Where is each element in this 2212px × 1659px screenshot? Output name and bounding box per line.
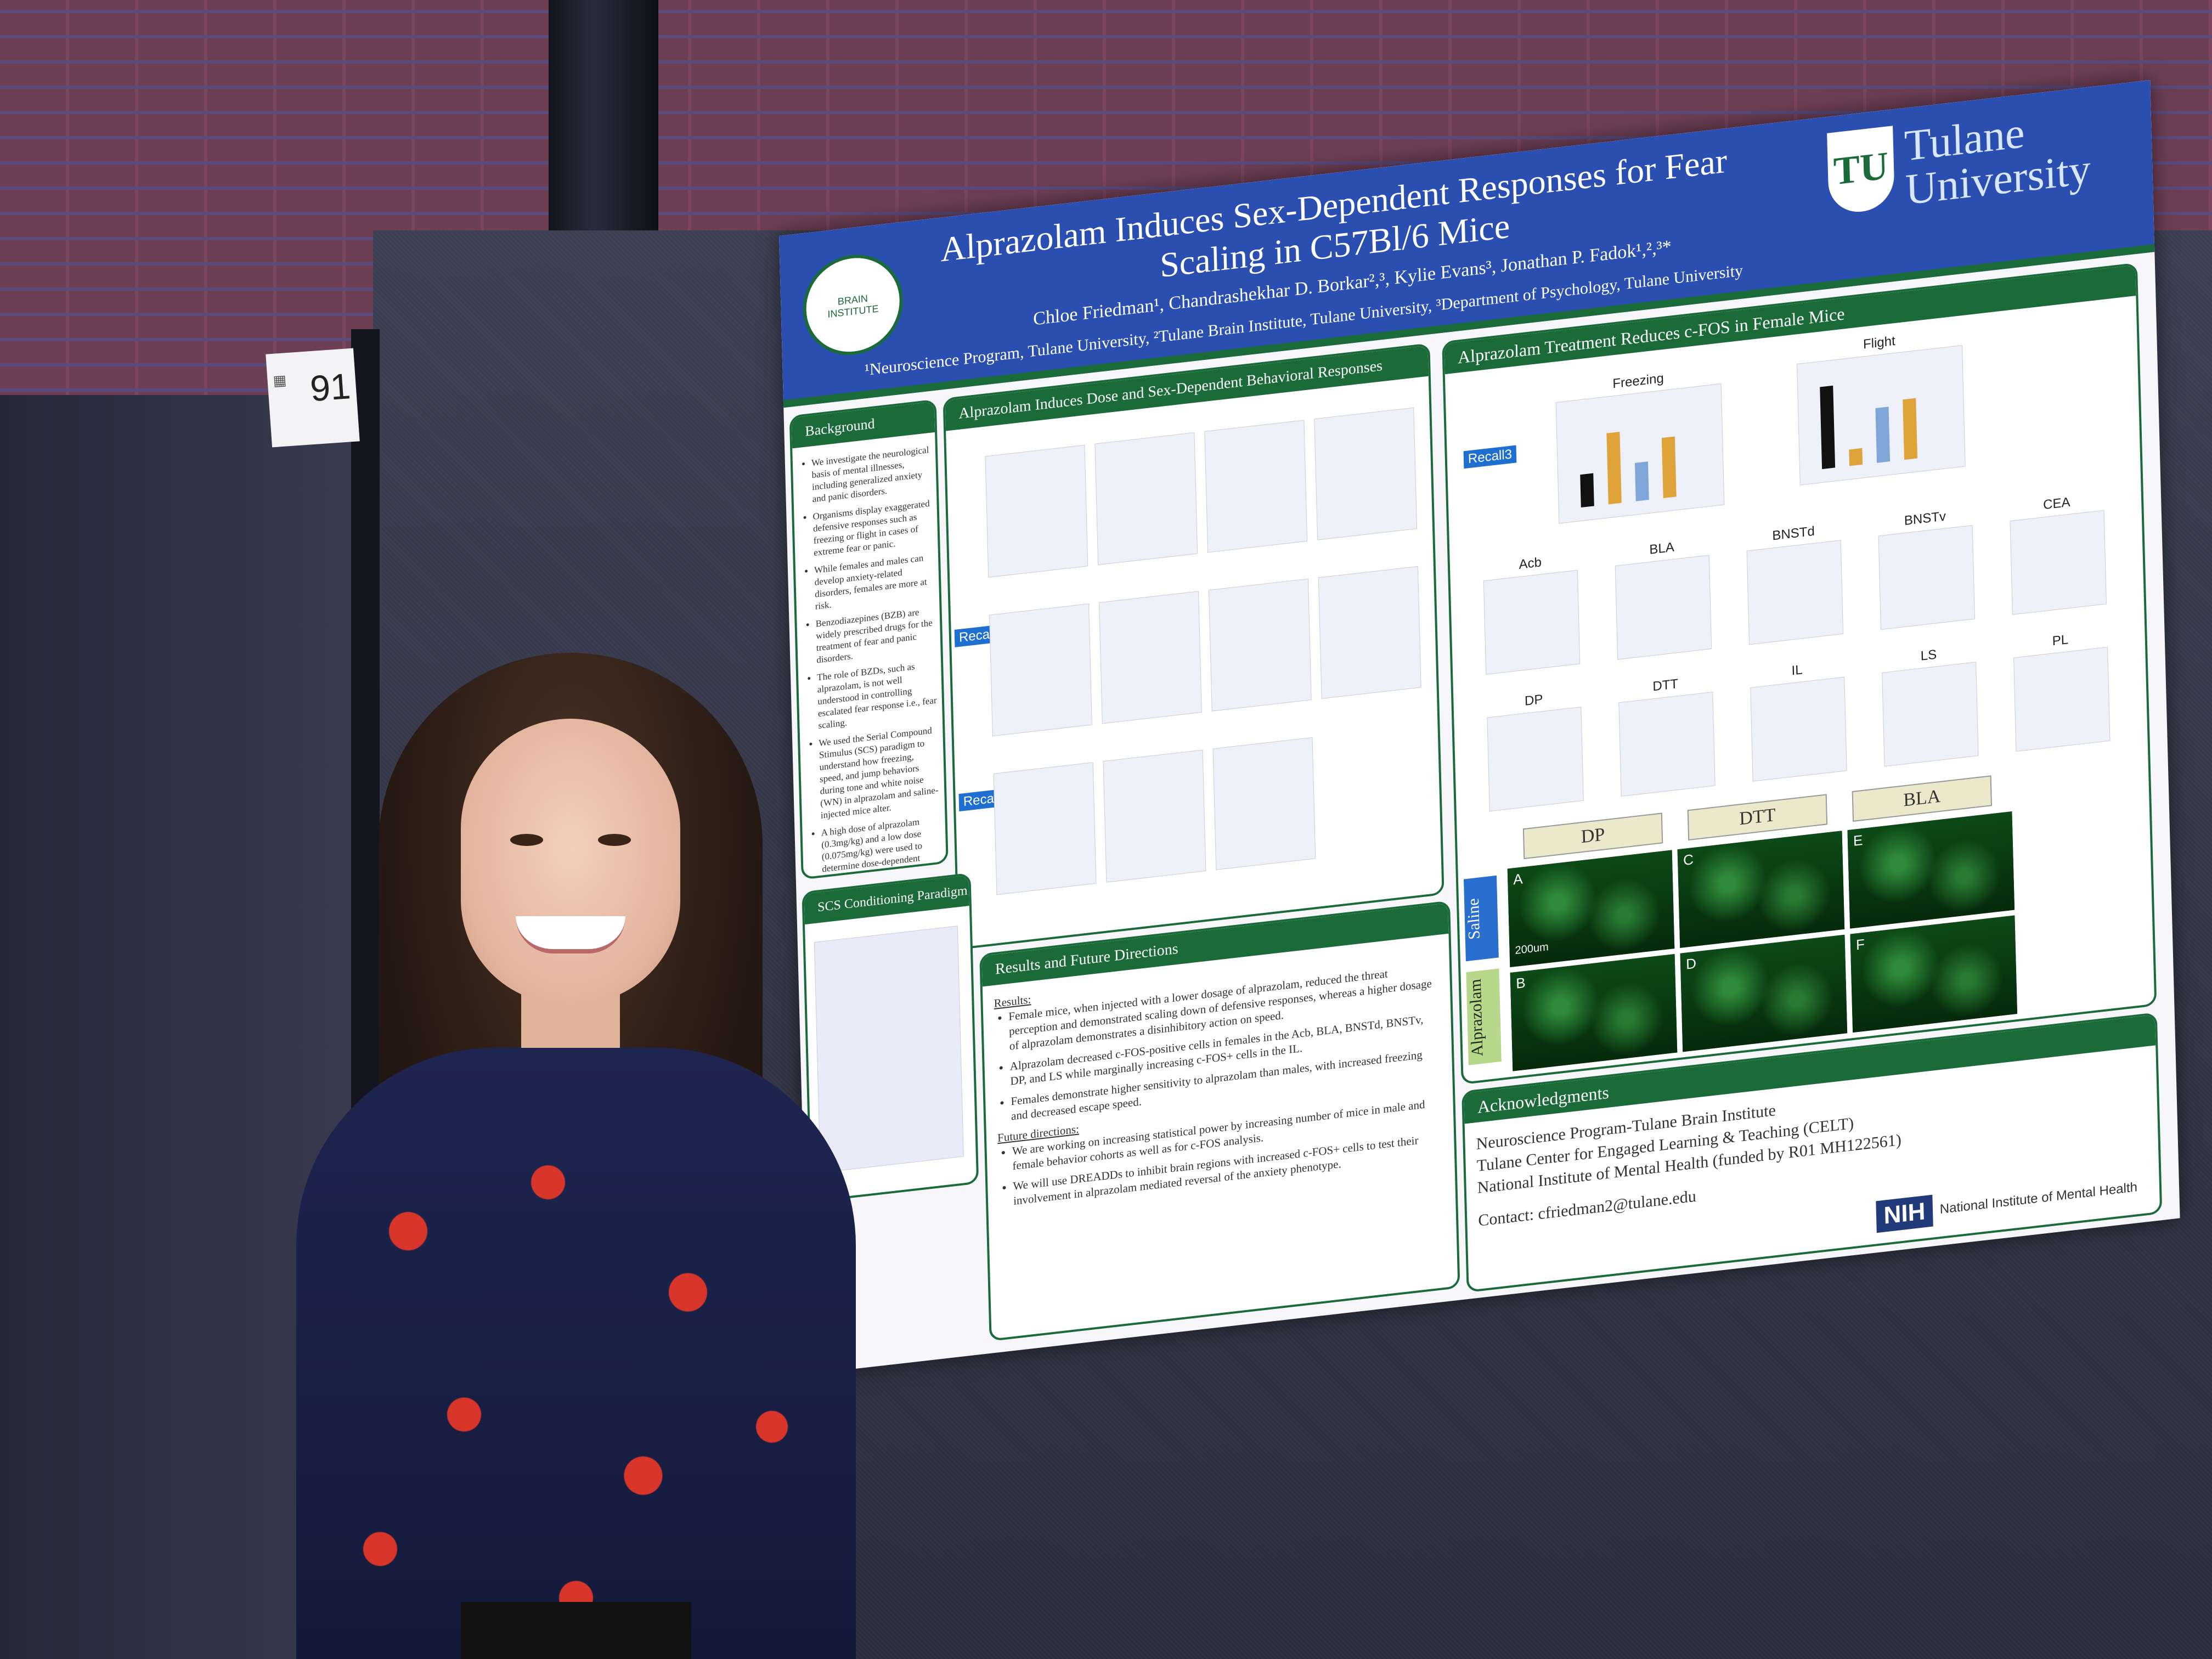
micro-label: BLA (1852, 775, 1993, 822)
region-chart: BNSTd (1746, 524, 1844, 645)
region-chart: PL (2013, 632, 2111, 752)
micro-label: DP (1522, 812, 1663, 860)
microscopy-image: D (1680, 934, 1848, 1052)
chart-bar (1903, 398, 1918, 460)
eye (510, 834, 543, 846)
nih-logo-mark: NIH (1875, 1194, 1934, 1233)
behavior-chart (1103, 749, 1206, 883)
brain-institute-seal: BRAIN INSTITUTE (802, 249, 904, 360)
region-chart-title: IL (1791, 662, 1803, 679)
region-chart: Acb (1483, 555, 1581, 675)
smile (516, 916, 625, 953)
behavior-chart (1208, 578, 1312, 712)
alprazolam-label: Alprazolam (1466, 968, 1502, 1065)
region-chart-title: BNSTd (1772, 523, 1815, 544)
chart-bar (1875, 407, 1891, 463)
micro-label: DTT (1687, 794, 1828, 841)
eye (598, 834, 631, 846)
behavior-chart (985, 444, 1088, 578)
background-bullet: We investigate the neurological basis of… (811, 444, 932, 506)
region-chart: BNSTv (1878, 509, 1976, 630)
region-chart-title: CEA (2042, 494, 2070, 513)
chart-bar (1606, 431, 1622, 505)
floral-blouse (296, 1048, 856, 1659)
region-chart: DTT (1618, 676, 1716, 797)
region-chart: LS (1882, 647, 1979, 767)
tag-logo-icon: ▦ (272, 371, 287, 389)
research-poster: BRAIN INSTITUTE Alprazolam Induces Sex-D… (779, 80, 2180, 1374)
behavior-chart (1094, 432, 1198, 566)
freezing-chart: Freezing (1555, 371, 1725, 524)
region-chart-title: BLA (1649, 539, 1675, 557)
chart-bar (1580, 473, 1594, 508)
region-chart: DP (1487, 692, 1584, 812)
background-bullet: Organisms display exaggerated defensive … (812, 497, 933, 559)
chart-bar (1820, 385, 1836, 470)
cfos-panel: Alprazolam Treatment Reduces c-FOS in Fe… (1442, 262, 2157, 1085)
booth-number: 91 (308, 365, 352, 409)
tulane-logo-text: Tulane University (1903, 109, 2091, 215)
microscopy-image: E (1847, 811, 2015, 929)
region-chart-title: Acb (1519, 555, 1542, 572)
region-chart-title: BNSTv (1904, 509, 1946, 529)
behavior-panel: Alprazolam Induces Dose and Sex-Dependen… (943, 343, 1444, 950)
region-chart: IL (1750, 662, 1847, 782)
flight-chart: Flight (1796, 334, 1966, 486)
presenter (296, 653, 856, 1659)
behavior-chart (1099, 591, 1202, 724)
region-chart-title: LS (1920, 647, 1937, 664)
saline-label: Saline (1463, 875, 1499, 962)
behavior-chart (989, 603, 1092, 737)
region-chart-title: DP (1524, 692, 1543, 709)
results-panel: Results and Future Directions Results: F… (979, 900, 1460, 1342)
background-bullet: While females and males can develop anxi… (814, 551, 935, 613)
behavior-chart (1314, 407, 1418, 540)
behavior-chart (1318, 566, 1421, 699)
region-chart: BLA (1615, 540, 1712, 660)
freezing-chart-title: Freezing (1612, 370, 1664, 392)
chart-bar (1661, 436, 1677, 499)
behavior-chart (1204, 420, 1308, 553)
cfos-recall-label: Recall3 (1463, 445, 1517, 469)
microscopy-image: C (1677, 831, 1845, 948)
region-chart-title: PL (2052, 632, 2069, 649)
seal-text: BRAIN INSTITUTE (827, 292, 879, 320)
behavior-chart (993, 762, 1097, 895)
microscopy-image: B (1510, 953, 1678, 1071)
microscopy-image: F (1850, 915, 2018, 1033)
black-skirt (461, 1602, 691, 1659)
region-chart: CEA (2010, 495, 2107, 615)
background-heading: Background (791, 401, 935, 449)
behavior-chart (1212, 737, 1316, 870)
tulane-logo: TU Tulane University (1827, 98, 2136, 226)
chart-bar (1634, 461, 1649, 501)
nih-logo-text: National Institute of Mental Health (1939, 1180, 2138, 1217)
tulane-shield-icon: TU (1827, 126, 1895, 216)
chart-bar (1849, 448, 1863, 466)
presenter-face (461, 719, 680, 1004)
booth-number-tag: ▦ 91 (266, 348, 360, 448)
region-chart-title: DTT (1652, 676, 1679, 695)
